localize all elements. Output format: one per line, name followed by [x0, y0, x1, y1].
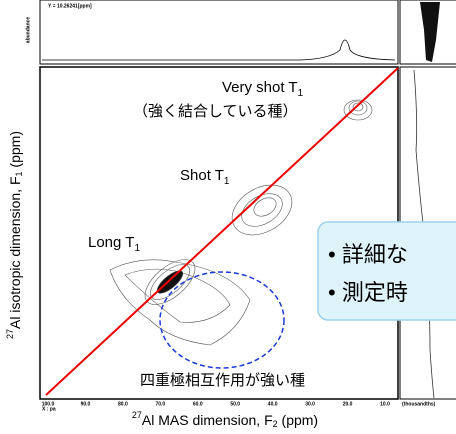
label-sup: 27	[132, 410, 142, 420]
label-sup: 27	[5, 329, 15, 339]
long-label: Long T1	[88, 234, 140, 254]
quadrupolar-label: 四重極相互作用が強い種	[140, 372, 305, 389]
callout-line: • 測定時	[328, 280, 408, 305]
label-main: Al MAS dimension, F	[142, 412, 273, 428]
x-tick-label: 80.0	[118, 401, 128, 407]
top-axis-label: abundance	[25, 17, 31, 44]
label-tail: (ppm)	[278, 412, 318, 428]
x-tick-label: 100.0	[42, 401, 55, 407]
x-tick-label: 20.0	[343, 401, 353, 407]
label-sub: 1	[298, 88, 304, 99]
x-corner: X : pa	[42, 406, 56, 412]
label-main: Shot T	[180, 167, 224, 184]
y-axis-label: 27Al isotropic dimension, F1 (ppm)	[5, 131, 24, 339]
x-ticks: 100.0 90.0 80.0 70.0 60.0 50.0 40.0 30.0 20.0 10.…	[42, 401, 390, 407]
label-sub: 1	[14, 171, 24, 176]
corner-spectrum	[420, 2, 440, 62]
x-axis-label: 27Al MAS dimension, F2 (ppm)	[132, 410, 318, 429]
top-panel	[39, 0, 399, 65]
right-corner: (thousandths)	[402, 401, 436, 407]
label-main: Very shot T	[222, 79, 298, 96]
x-tick-label: 50.0	[230, 401, 240, 407]
x-tick-label: 10.0	[380, 401, 390, 407]
projection-trace	[42, 39, 396, 61]
label-main: Al isotropic dimension, F	[7, 176, 23, 329]
x-tick-label: 40.0	[268, 401, 278, 407]
very-short-label: Very shot T1	[222, 79, 304, 99]
x-tick-label: 60.0	[193, 401, 203, 407]
label-sub: 1	[134, 243, 140, 254]
label-sub: 2	[273, 419, 278, 429]
callout-line: • 詳細な	[328, 242, 408, 267]
callout-box	[317, 221, 456, 321]
highlight-ellipse	[159, 271, 285, 369]
label-sub: 1	[224, 176, 230, 187]
x-tick-label: 30.0	[305, 401, 315, 407]
x-tick-label: 70.0	[155, 401, 165, 407]
x-tick-label: 90.0	[81, 401, 91, 407]
top-header: Y = 10.26241[ppm]	[48, 3, 92, 9]
short-label: Shot T1	[180, 167, 230, 187]
label-main: Long T	[88, 234, 134, 251]
very-short-note: （強く結合している種）	[133, 103, 298, 120]
diagonal	[45, 67, 399, 396]
label-tail: (ppm)	[7, 131, 23, 171]
